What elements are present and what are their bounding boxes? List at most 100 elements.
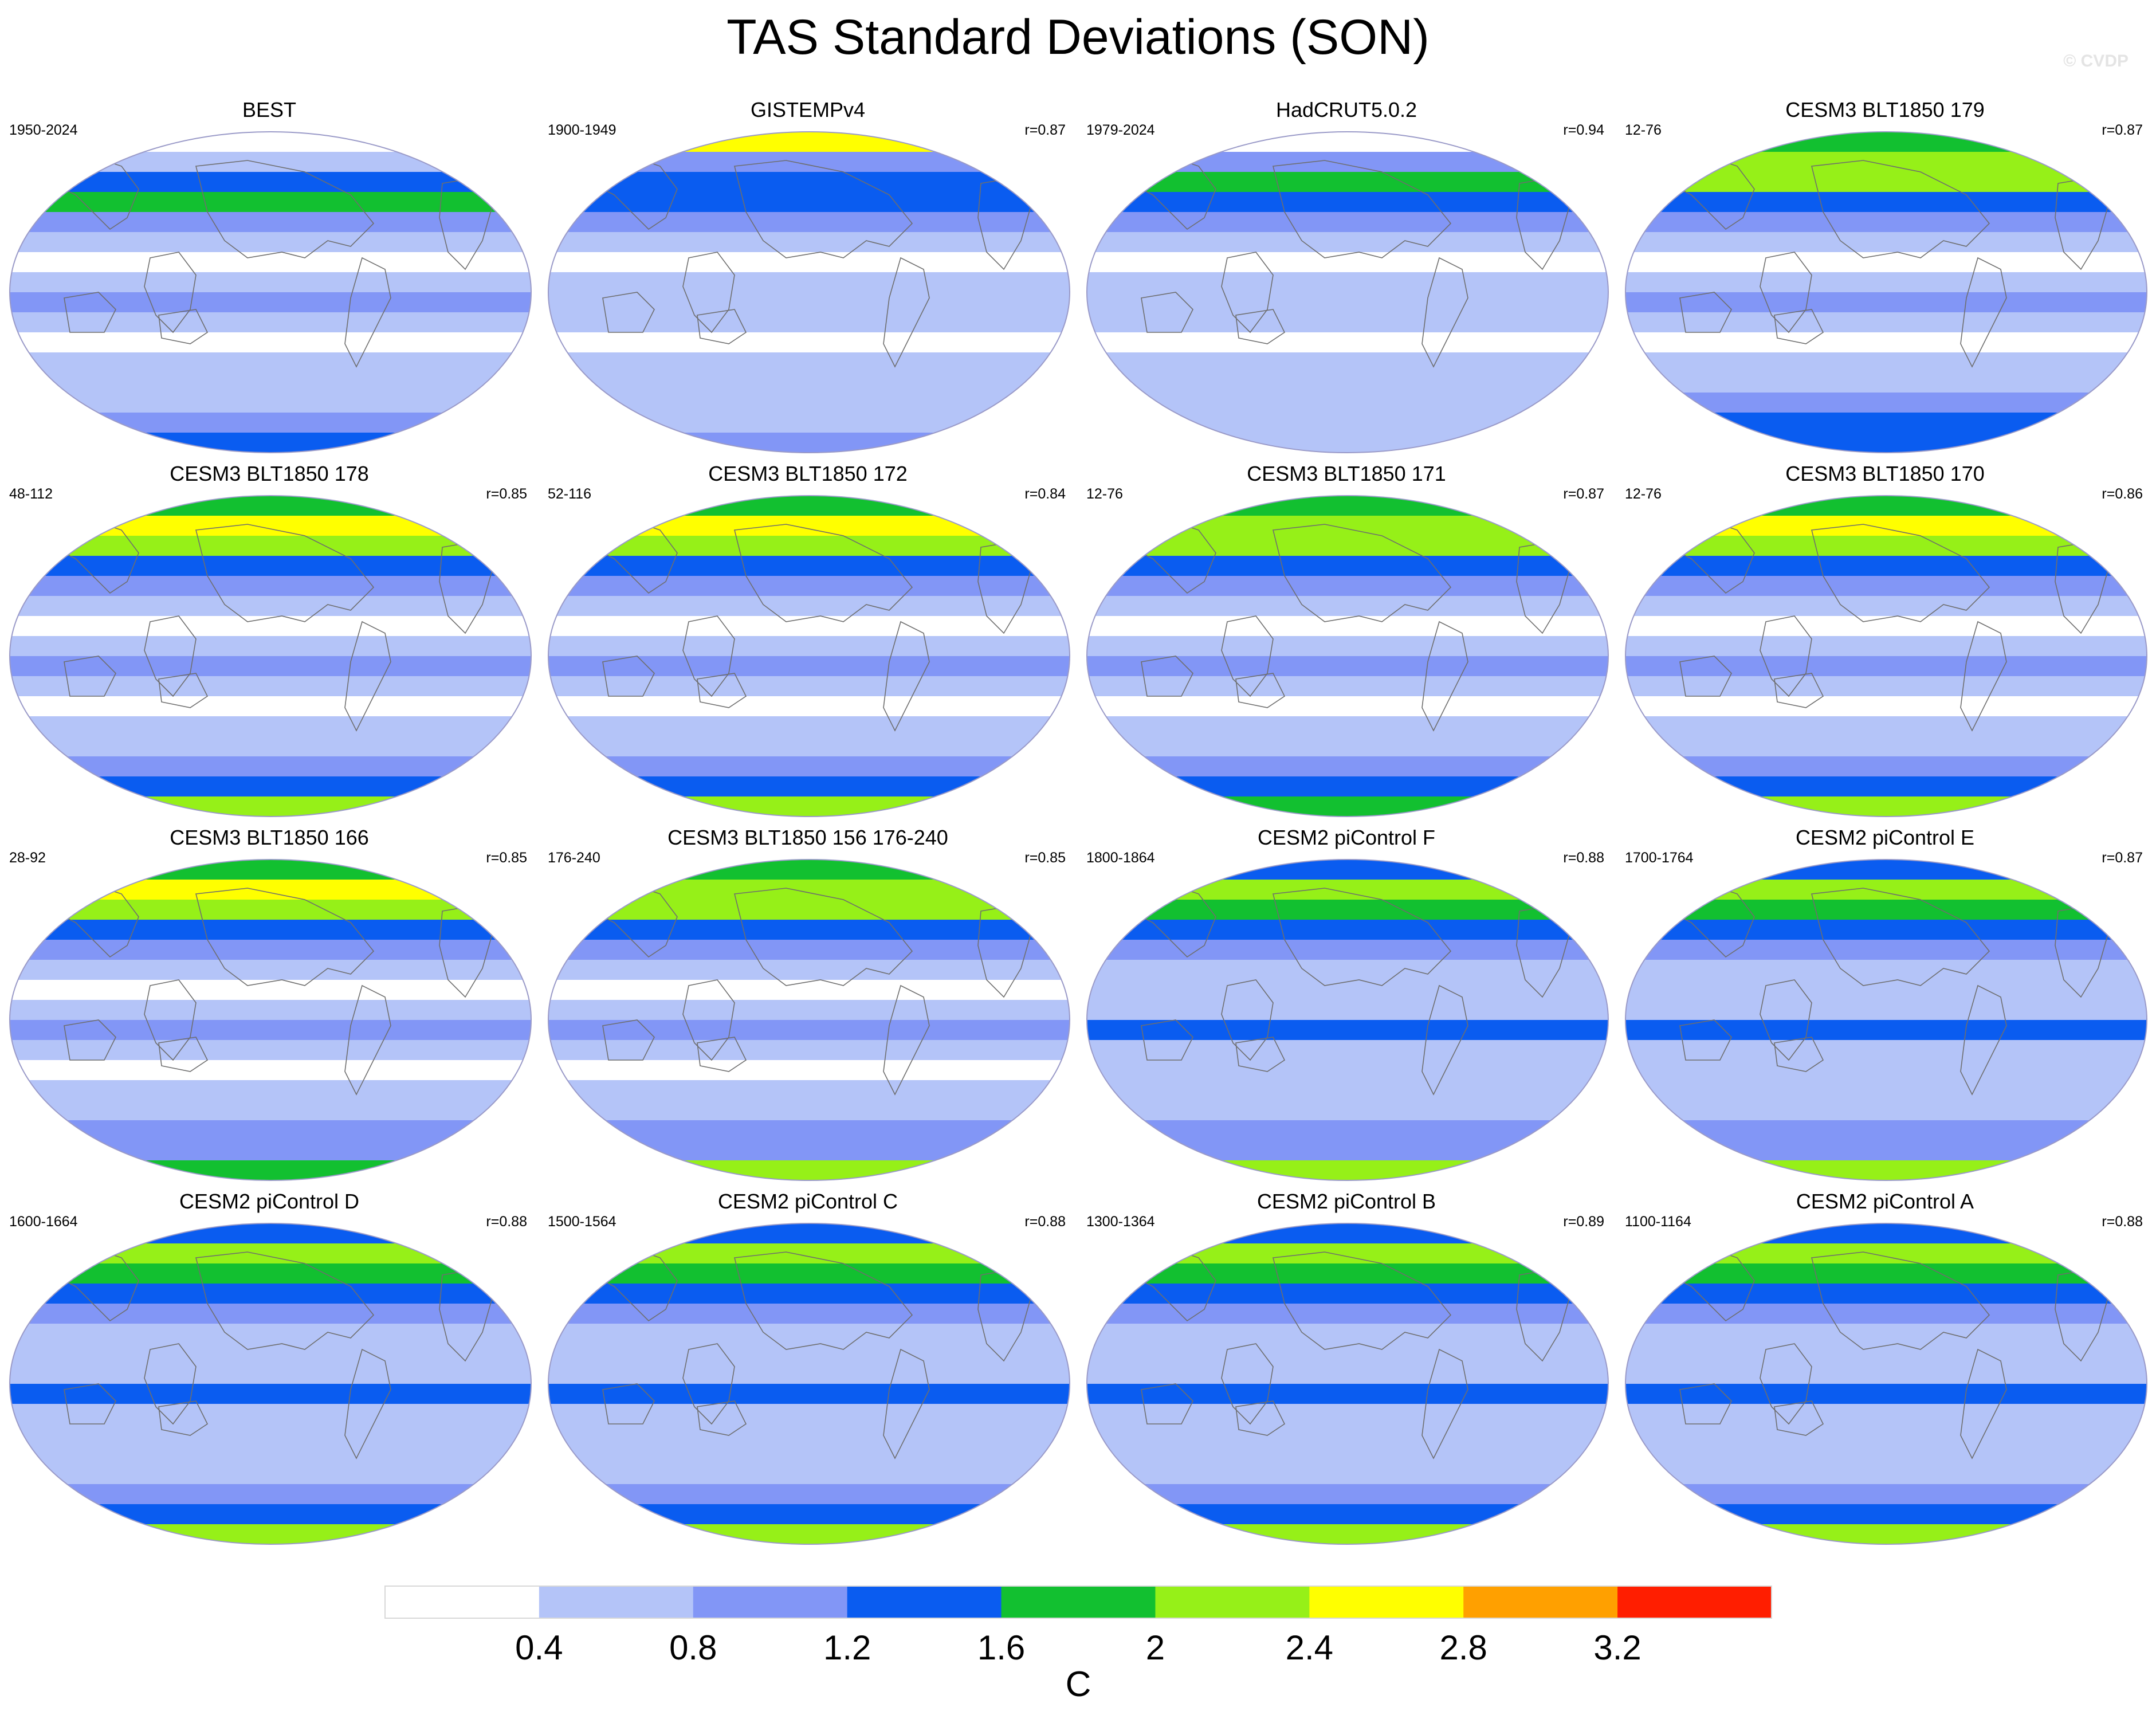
latitude-band [1625, 1040, 2147, 1061]
latitude-band [1087, 1160, 1608, 1180]
latitude-band [1087, 676, 1608, 697]
latitude-band [1625, 1284, 2147, 1304]
latitude-band [1625, 1120, 2147, 1141]
latitude-band [1087, 132, 1608, 152]
latitude-band [1087, 960, 1608, 980]
latitude-band [1625, 1404, 2147, 1424]
latitude-band [1087, 696, 1608, 717]
latitude-band [548, 880, 1070, 900]
panel-title: CESM3 BLT1850 170 [1785, 462, 1985, 485]
map-projection [1625, 131, 2147, 453]
latitude-band [1625, 1504, 2147, 1525]
continent-outline [734, 524, 913, 622]
colorbar-tick-label: 2.4 [1286, 1628, 1333, 1667]
map-panel: CESM2 piControl D 1600-1664 r=0.88 [0, 1189, 539, 1556]
map-boundary [1625, 131, 2147, 453]
continent-outline [1141, 292, 1193, 333]
latitude-band [10, 1484, 531, 1505]
latitude-band [10, 516, 531, 536]
panel-correlation: r=0.85 [486, 486, 527, 502]
continent-outline [734, 888, 913, 986]
continent-outline [1221, 615, 1274, 697]
latitude-band [1087, 636, 1608, 657]
latitude-band [1625, 192, 2147, 213]
continent-outline [158, 1037, 209, 1072]
latitude-band [548, 716, 1070, 737]
latitude-band [548, 1524, 1070, 1544]
panel-title: CESM3 BLT1850 171 [1247, 462, 1446, 485]
latitude-band [1625, 1223, 2147, 1244]
latitude-band [1625, 1464, 2147, 1485]
latitude-band [1087, 232, 1608, 253]
latitude-band [10, 496, 531, 516]
map-boundary [1086, 131, 1609, 453]
continent-outline [64, 656, 116, 697]
continent-outline [1421, 621, 1468, 732]
latitude-band [548, 696, 1070, 717]
latitude-band [1087, 1404, 1608, 1424]
latitude-band [548, 756, 1070, 777]
latitude-band [10, 1444, 531, 1465]
latitude-band [548, 596, 1070, 617]
latitude-band [1625, 736, 2147, 757]
latitude-band [1625, 616, 2147, 637]
map-boundary [9, 1223, 532, 1545]
continent-outline [344, 984, 391, 1096]
panel-title: HadCRUT5.0.2 [1275, 98, 1417, 121]
panel-period: 48-112 [9, 486, 53, 502]
map-projection [1625, 1223, 2147, 1545]
continent-outline [1421, 257, 1468, 368]
continent-outline [682, 1343, 735, 1425]
continent-outline [1774, 1037, 1824, 1072]
map-projection [1086, 495, 1609, 817]
panel-period: 12-76 [1086, 486, 1123, 502]
latitude-band [1625, 920, 2147, 940]
latitude-band [1087, 1223, 1608, 1244]
continent-outline [1679, 292, 1732, 333]
latitude-band [1087, 900, 1608, 920]
latitude-band [548, 636, 1070, 657]
latitude-band [10, 1304, 531, 1324]
latitude-band [548, 312, 1070, 333]
latitude-band [548, 776, 1070, 797]
latitude-band [1625, 556, 2147, 576]
latitude-band [10, 860, 531, 880]
continent-outline [602, 656, 655, 697]
continent-outline [1679, 1019, 1732, 1061]
map-panel: CESM3 BLT1850 171 12-76 r=0.87 [1077, 461, 1616, 828]
latitude-band [1625, 1000, 2147, 1021]
continent-outline [1960, 984, 2007, 1096]
continent-outline [1141, 1019, 1193, 1061]
panel-period: 1600-1664 [9, 1214, 78, 1230]
panel-title: CESM3 BLT1850 172 [708, 462, 908, 485]
continent-outline [144, 615, 197, 697]
continent-outline [1421, 984, 1468, 1096]
latitude-band [1625, 332, 2147, 353]
latitude-band [10, 1344, 531, 1364]
latitude-band [1087, 1324, 1608, 1344]
colorbar-tick-label: 2.8 [1440, 1628, 1487, 1667]
colorbar-tick-label: 3.2 [1593, 1628, 1641, 1667]
continent-outline [602, 292, 655, 333]
latitude-band [1087, 1120, 1608, 1141]
latitude-band [10, 352, 531, 373]
latitude-band [1087, 1384, 1608, 1404]
continent-outline [734, 1251, 913, 1350]
latitude-band [1087, 1524, 1608, 1544]
map-boundary [1086, 495, 1609, 817]
latitude-band [548, 516, 1070, 536]
continent-outline [144, 1343, 197, 1425]
continent-outline [1273, 888, 1452, 986]
latitude-band [1087, 1020, 1608, 1041]
map-boundary [548, 859, 1070, 1181]
latitude-band [1087, 1060, 1608, 1081]
latitude-band [1625, 132, 2147, 152]
map-boundary [9, 131, 532, 453]
continent-outline [1774, 673, 1824, 708]
map-boundary [548, 1223, 1070, 1545]
map-projection [548, 495, 1070, 817]
panel-period: 1900-1949 [548, 122, 616, 138]
map-projection [1625, 859, 2147, 1181]
latitude-band [548, 1484, 1070, 1505]
continent-outline [1235, 309, 1286, 344]
